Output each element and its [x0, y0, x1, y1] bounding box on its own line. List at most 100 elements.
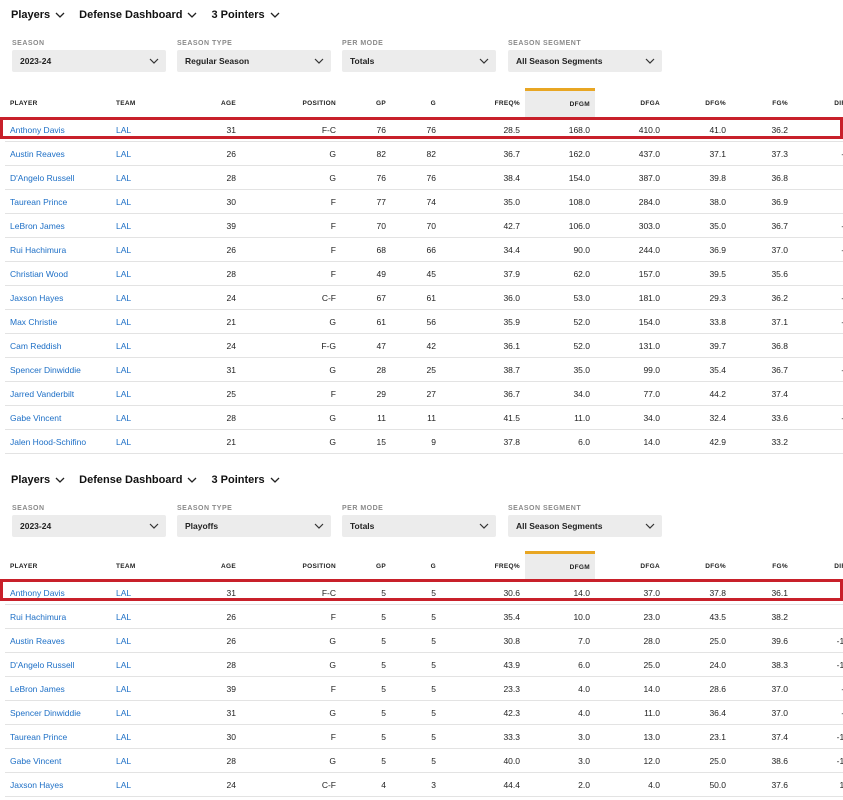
column-header-fg-pct[interactable]: FG%	[731, 552, 793, 581]
column-header-freq-pct[interactable]: FREQ%	[441, 552, 525, 581]
column-header-g[interactable]: G	[391, 552, 441, 581]
team-link[interactable]: LAL	[116, 316, 132, 327]
column-header-g[interactable]: G	[391, 89, 441, 118]
shot-type-dropdown[interactable]: 3 Pointers	[211, 474, 280, 486]
team-link[interactable]: LAL	[116, 707, 132, 718]
team-link[interactable]: LAL	[116, 436, 132, 447]
column-header-team[interactable]: TEAM	[111, 552, 161, 581]
column-header-freq-pct[interactable]: FREQ%	[441, 89, 525, 118]
player-link[interactable]: Max Christie	[10, 316, 58, 327]
team-link[interactable]: LAL	[116, 244, 132, 255]
defense-dashboard-dropdown[interactable]: Defense Dashboard	[79, 9, 197, 21]
team-link[interactable]: LAL	[116, 755, 132, 766]
cell-player: Max Christie	[5, 309, 111, 334]
team-link[interactable]: LAL	[116, 587, 132, 598]
cell-g: 25	[391, 357, 441, 382]
column-header-fg-pct[interactable]: FG%	[731, 89, 793, 118]
player-link[interactable]: LeBron James	[10, 220, 65, 231]
players-dropdown[interactable]: Players	[11, 9, 65, 21]
player-link[interactable]: Anthony Davis	[10, 587, 65, 598]
cell-diff-pct: 9.6	[793, 429, 843, 454]
team-link[interactable]: LAL	[116, 683, 132, 694]
per-mode-select[interactable]: Totals	[342, 50, 496, 72]
cell-team: LAL	[111, 237, 161, 262]
player-link[interactable]: Christian Wood	[10, 268, 68, 279]
column-header-position[interactable]: POSITION	[241, 89, 341, 118]
player-link[interactable]: Jaxson Hayes	[10, 292, 64, 303]
season-segment-select[interactable]: All Season Segments	[508, 515, 662, 537]
player-link[interactable]: Gabe Vincent	[10, 755, 62, 766]
per-mode-value: Totals	[350, 521, 375, 531]
player-link[interactable]: D'Angelo Russell	[10, 172, 75, 183]
player-link[interactable]: Spencer Dinwiddie	[10, 364, 81, 375]
team-link[interactable]: LAL	[116, 659, 132, 670]
player-link[interactable]: Jalen Hood-Schifino	[10, 436, 87, 447]
season-type-select[interactable]: Regular Season	[177, 50, 331, 72]
team-link[interactable]: LAL	[116, 124, 132, 135]
cell-age: 25	[161, 381, 241, 406]
cell-freq-pct: 42.3	[441, 700, 525, 725]
table-row: Taurean Prince LAL 30 F 77 74 35.0 108.0 284.0 38…	[5, 189, 843, 214]
cell-age: 28	[161, 652, 241, 677]
breadcrumb: Players Defense Dashboard 3 Pointers	[11, 470, 280, 490]
column-header-gp[interactable]: GP	[341, 89, 391, 118]
column-header-gp[interactable]: GP	[341, 552, 391, 581]
player-link[interactable]: Taurean Prince	[10, 731, 68, 742]
season-select[interactable]: 2023-24	[12, 50, 166, 72]
player-link[interactable]: Taurean Prince	[10, 196, 68, 207]
players-dropdown[interactable]: Players	[11, 474, 65, 486]
column-header-dfga[interactable]: DFGA	[595, 89, 665, 118]
team-link[interactable]: LAL	[116, 388, 132, 399]
per-mode-select[interactable]: Totals	[342, 515, 496, 537]
defense-dashboard-dropdown[interactable]: Defense Dashboard	[79, 474, 197, 486]
cell-position: G	[241, 700, 341, 725]
team-link[interactable]: LAL	[116, 364, 132, 375]
column-header-dfgm[interactable]: DFGM	[525, 551, 595, 581]
column-header-dfg-pct[interactable]: DFG%	[665, 89, 731, 118]
shot-type-dropdown[interactable]: 3 Pointers	[211, 9, 280, 21]
player-link[interactable]: D'Angelo Russell	[10, 659, 75, 670]
team-link[interactable]: LAL	[116, 220, 132, 231]
column-header-position[interactable]: POSITION	[241, 552, 341, 581]
team-link[interactable]: LAL	[116, 172, 132, 183]
player-link[interactable]: Austin Reaves	[10, 635, 65, 646]
cell-dfgm: 52.0	[525, 333, 595, 358]
team-link[interactable]: LAL	[116, 412, 132, 423]
team-link[interactable]: LAL	[116, 731, 132, 742]
season-type-select[interactable]: Playoffs	[177, 515, 331, 537]
team-link[interactable]: LAL	[116, 196, 132, 207]
column-header-dfgm[interactable]: DFGM	[525, 88, 595, 118]
team-link[interactable]: LAL	[116, 292, 132, 303]
cell-dfgm: 6.0	[525, 652, 595, 677]
team-link[interactable]: LAL	[116, 779, 132, 790]
player-link[interactable]: Anthony Davis	[10, 124, 65, 135]
player-link[interactable]: LeBron James	[10, 683, 65, 694]
column-header-player[interactable]: PLAYER	[5, 552, 111, 581]
player-link[interactable]: Spencer Dinwiddie	[10, 707, 81, 718]
team-link[interactable]: LAL	[116, 268, 132, 279]
column-header-diff-pct[interactable]: DIFF%	[793, 552, 843, 581]
team-link[interactable]: LAL	[116, 635, 132, 646]
column-header-diff-pct[interactable]: DIFF%	[793, 89, 843, 118]
player-link[interactable]: Rui Hachimura	[10, 611, 67, 622]
column-header-age[interactable]: AGE	[161, 89, 241, 118]
column-header-dfg-pct[interactable]: DFG%	[665, 552, 731, 581]
cell-freq-pct: 44.4	[441, 772, 525, 797]
season-segment-select[interactable]: All Season Segments	[508, 50, 662, 72]
column-header-player[interactable]: PLAYER	[5, 89, 111, 118]
player-link[interactable]: Cam Reddish	[10, 340, 62, 351]
player-link[interactable]: Jaxson Hayes	[10, 779, 64, 790]
player-link[interactable]: Gabe Vincent	[10, 412, 62, 423]
cell-freq-pct: 36.0	[441, 285, 525, 310]
cell-freq-pct: 38.7	[441, 357, 525, 382]
player-link[interactable]: Rui Hachimura	[10, 244, 67, 255]
column-header-age[interactable]: AGE	[161, 552, 241, 581]
team-link[interactable]: LAL	[116, 611, 132, 622]
season-select[interactable]: 2023-24	[12, 515, 166, 537]
column-header-team[interactable]: TEAM	[111, 89, 161, 118]
team-link[interactable]: LAL	[116, 340, 132, 351]
player-link[interactable]: Austin Reaves	[10, 148, 65, 159]
column-header-dfga[interactable]: DFGA	[595, 552, 665, 581]
team-link[interactable]: LAL	[116, 148, 132, 159]
player-link[interactable]: Jarred Vanderbilt	[10, 388, 75, 399]
